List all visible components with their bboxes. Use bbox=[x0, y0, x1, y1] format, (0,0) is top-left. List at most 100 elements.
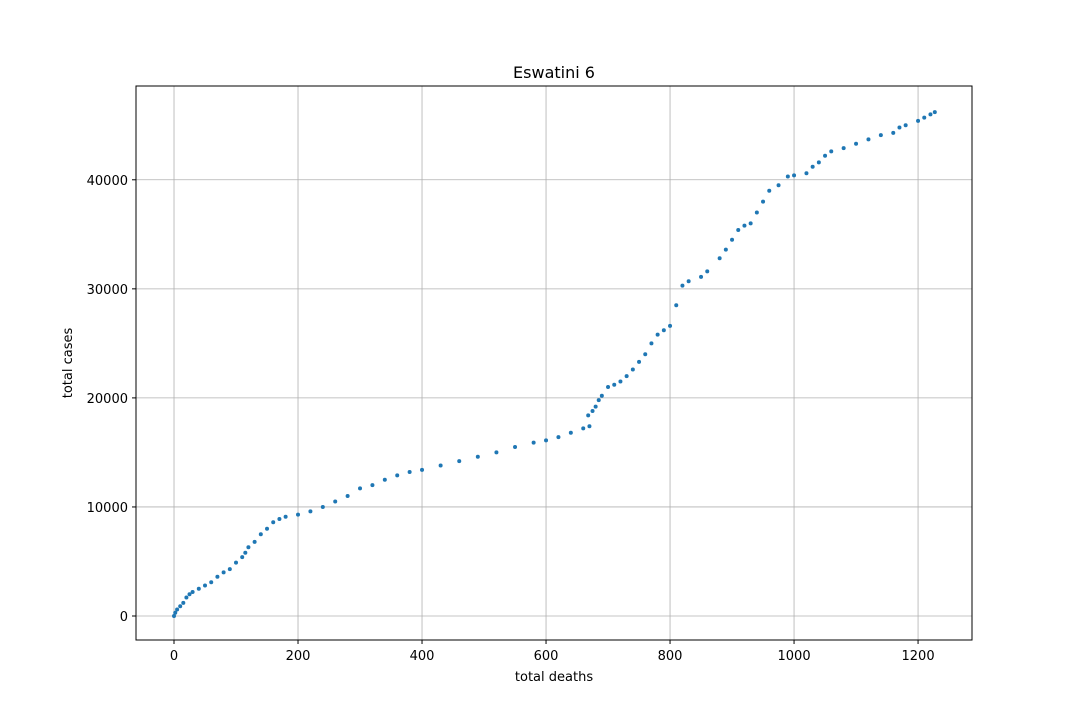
point bbox=[736, 227, 741, 232]
point bbox=[252, 539, 257, 544]
x-tick-label: 800 bbox=[658, 649, 683, 664]
point bbox=[277, 516, 282, 521]
point bbox=[823, 153, 828, 158]
point bbox=[590, 408, 595, 413]
point bbox=[370, 483, 375, 488]
plot-frame bbox=[135, 85, 973, 641]
point bbox=[637, 359, 642, 364]
point bbox=[234, 560, 239, 565]
point bbox=[618, 379, 623, 384]
point bbox=[457, 459, 462, 464]
point bbox=[866, 137, 871, 142]
point bbox=[829, 149, 834, 154]
point bbox=[723, 247, 728, 252]
point bbox=[593, 404, 598, 409]
point bbox=[668, 323, 673, 328]
x-tick-label: 1000 bbox=[778, 649, 811, 664]
point bbox=[776, 183, 781, 188]
y-axis-label: total cases bbox=[61, 328, 76, 399]
y-tick-label: 30000 bbox=[87, 283, 128, 298]
point bbox=[761, 199, 766, 204]
point bbox=[246, 545, 251, 550]
point bbox=[767, 188, 772, 193]
point bbox=[258, 532, 263, 537]
point bbox=[215, 574, 220, 579]
point bbox=[181, 600, 186, 605]
point bbox=[596, 398, 601, 403]
point bbox=[283, 514, 288, 519]
point bbox=[333, 499, 338, 504]
point bbox=[544, 438, 549, 443]
point bbox=[494, 450, 499, 455]
y-tick-label: 20000 bbox=[87, 392, 128, 407]
point bbox=[686, 279, 691, 284]
point bbox=[599, 393, 604, 398]
point bbox=[643, 352, 648, 357]
x-tick-label: 1200 bbox=[902, 649, 935, 664]
point bbox=[173, 610, 178, 615]
x-tick-label: 200 bbox=[286, 649, 311, 664]
y-tick-label: 10000 bbox=[87, 501, 128, 516]
point bbox=[586, 413, 591, 418]
point bbox=[816, 160, 821, 165]
point bbox=[680, 283, 685, 288]
point bbox=[742, 223, 747, 228]
point bbox=[661, 328, 666, 333]
point bbox=[172, 614, 177, 619]
point bbox=[296, 512, 301, 517]
point bbox=[196, 586, 201, 591]
point bbox=[841, 146, 846, 151]
point bbox=[854, 141, 859, 146]
point bbox=[587, 424, 592, 429]
point bbox=[897, 125, 902, 130]
point bbox=[655, 332, 660, 337]
point bbox=[475, 454, 480, 459]
y-tick-label: 40000 bbox=[87, 174, 128, 189]
point bbox=[916, 118, 921, 123]
point bbox=[932, 110, 937, 115]
point bbox=[792, 173, 797, 178]
point bbox=[531, 440, 536, 445]
point bbox=[556, 435, 561, 440]
point bbox=[730, 237, 735, 242]
point bbox=[320, 504, 325, 509]
point bbox=[227, 567, 232, 572]
point bbox=[184, 595, 189, 600]
point bbox=[308, 509, 313, 514]
point bbox=[878, 133, 883, 138]
point bbox=[705, 269, 710, 274]
point bbox=[358, 486, 363, 491]
point bbox=[382, 477, 387, 482]
point bbox=[891, 130, 896, 135]
point bbox=[649, 341, 654, 346]
point bbox=[175, 607, 180, 612]
point bbox=[187, 592, 192, 597]
point bbox=[420, 467, 425, 472]
point bbox=[209, 580, 214, 585]
x-tick-label: 600 bbox=[534, 649, 559, 664]
point bbox=[785, 174, 790, 179]
point bbox=[810, 164, 815, 169]
point bbox=[265, 526, 270, 531]
chart-title: Eswatini 6 bbox=[513, 63, 595, 82]
x-axis-label: total deaths bbox=[515, 670, 593, 685]
point bbox=[903, 123, 908, 128]
point bbox=[395, 473, 400, 478]
point bbox=[178, 604, 183, 609]
point bbox=[243, 550, 248, 555]
point bbox=[804, 171, 809, 176]
point bbox=[748, 221, 753, 226]
point bbox=[438, 463, 443, 468]
point bbox=[513, 444, 518, 449]
point bbox=[240, 555, 245, 560]
point bbox=[630, 367, 635, 372]
point bbox=[754, 210, 759, 215]
point bbox=[674, 303, 679, 308]
point bbox=[624, 374, 629, 379]
point bbox=[922, 115, 927, 120]
point bbox=[203, 583, 208, 588]
point bbox=[699, 274, 704, 279]
point bbox=[928, 112, 933, 117]
point bbox=[407, 470, 412, 475]
